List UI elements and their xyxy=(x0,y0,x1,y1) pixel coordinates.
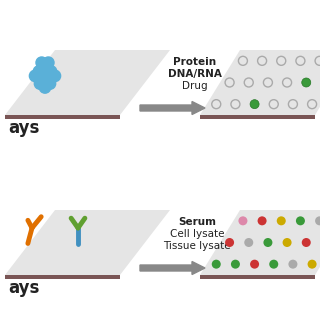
Circle shape xyxy=(44,78,56,89)
Circle shape xyxy=(39,71,51,83)
Polygon shape xyxy=(200,115,315,119)
Circle shape xyxy=(45,66,57,77)
FancyArrow shape xyxy=(140,101,205,115)
Circle shape xyxy=(39,82,51,93)
Text: Tissue lysate: Tissue lysate xyxy=(163,241,231,251)
Circle shape xyxy=(302,238,311,247)
Text: DNA/RNA: DNA/RNA xyxy=(168,69,222,79)
Circle shape xyxy=(212,260,221,269)
Circle shape xyxy=(288,260,297,269)
Circle shape xyxy=(36,57,47,68)
Circle shape xyxy=(43,57,54,68)
Text: Protein: Protein xyxy=(173,57,217,67)
Circle shape xyxy=(263,238,272,247)
Circle shape xyxy=(277,216,286,225)
Circle shape xyxy=(238,216,247,225)
Circle shape xyxy=(315,216,320,225)
Text: Cell lysate: Cell lysate xyxy=(170,229,224,239)
Circle shape xyxy=(39,61,51,72)
Circle shape xyxy=(308,260,316,269)
Polygon shape xyxy=(5,210,170,275)
Polygon shape xyxy=(200,210,320,275)
Polygon shape xyxy=(5,115,120,119)
Polygon shape xyxy=(5,50,170,115)
Polygon shape xyxy=(5,275,120,279)
Circle shape xyxy=(250,260,259,269)
Circle shape xyxy=(283,238,292,247)
Circle shape xyxy=(225,238,234,247)
Text: Serum: Serum xyxy=(178,217,216,227)
Circle shape xyxy=(296,216,305,225)
Polygon shape xyxy=(200,50,320,115)
Circle shape xyxy=(29,70,41,82)
Polygon shape xyxy=(200,275,315,279)
Circle shape xyxy=(258,216,267,225)
Text: ays: ays xyxy=(8,279,39,297)
Circle shape xyxy=(269,260,278,269)
Text: Drug: Drug xyxy=(182,81,208,91)
Circle shape xyxy=(302,78,311,87)
Circle shape xyxy=(49,70,60,82)
Circle shape xyxy=(33,66,45,77)
Text: ays: ays xyxy=(8,119,39,137)
Circle shape xyxy=(231,260,240,269)
Circle shape xyxy=(244,238,253,247)
FancyArrow shape xyxy=(140,261,205,275)
Circle shape xyxy=(250,100,259,109)
Circle shape xyxy=(34,78,46,89)
